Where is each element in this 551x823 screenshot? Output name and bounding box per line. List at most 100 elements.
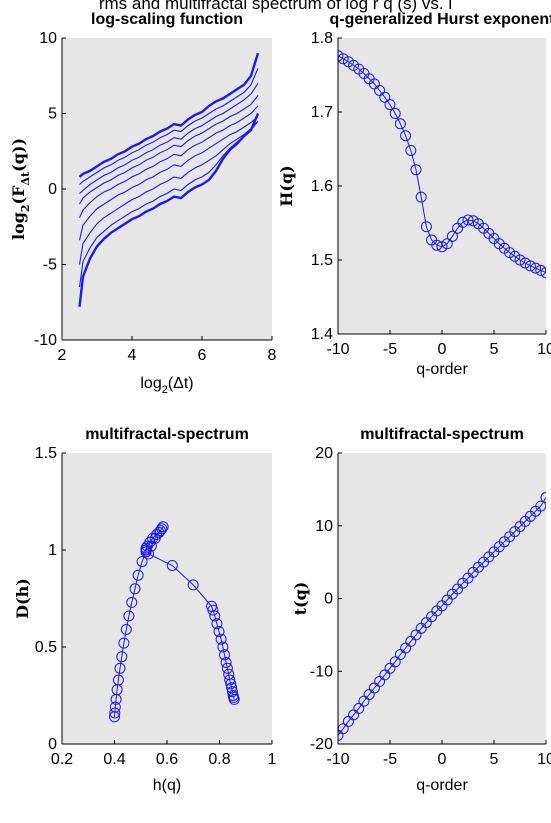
data-point	[112, 674, 124, 686]
data-point	[400, 130, 412, 142]
data-point	[213, 626, 225, 637]
data-point	[530, 262, 542, 274]
plot-area	[62, 453, 272, 744]
x-axis-label: q-order	[416, 361, 468, 378]
data-point	[156, 523, 168, 535]
series-line-7	[78, 120, 259, 265]
x-axis-label: log2(Δt)	[140, 375, 193, 396]
series-line-8	[78, 120, 259, 288]
x-axis-label: q-order	[416, 777, 468, 794]
data-point	[384, 99, 396, 111]
x-tick-label: 0	[438, 341, 447, 358]
data-point	[389, 108, 401, 119]
x-tick-label: 1	[268, 751, 277, 768]
data-point	[431, 239, 443, 251]
y-tick-label: 1.5	[35, 445, 57, 462]
data-point	[157, 521, 169, 533]
chart-hurst: -10 -5 0 5 10 1.4 1.5 1.6 1.7 1.8 q-generalized Hu…	[277, 11, 551, 378]
data-point	[114, 662, 126, 674]
data-point	[353, 702, 365, 714]
data-point	[405, 145, 417, 156]
data-point	[224, 674, 236, 686]
data-point	[143, 548, 155, 560]
x-tick-label: -5	[383, 341, 397, 358]
data-point	[147, 532, 159, 544]
data-point	[379, 91, 391, 103]
data-point	[519, 257, 531, 269]
data-point	[394, 118, 406, 130]
data-point	[118, 637, 130, 649]
chart-title: multifractal-spectrum	[85, 426, 249, 443]
x-tick-label: 0.4	[103, 751, 125, 768]
x-tick-label: 8	[268, 347, 277, 364]
data-point	[462, 214, 474, 226]
y-tick-label: 1.6	[311, 178, 333, 195]
series-line-9	[78, 113, 260, 307]
series-line-1	[78, 52, 260, 178]
data-point	[126, 596, 138, 608]
data-point	[132, 569, 144, 581]
data-point	[410, 164, 422, 176]
y-tick-label: 0	[48, 181, 57, 198]
x-label-subscript: 2	[162, 384, 168, 396]
y-tick-label: 0	[324, 591, 333, 608]
series-line-2	[79, 67, 259, 185]
data-point	[116, 651, 128, 663]
y-tick-label: 1.7	[311, 104, 333, 121]
y-tick-label: -5	[43, 257, 57, 274]
data-point	[209, 610, 221, 622]
y-tick-label: -10	[310, 663, 333, 680]
x-tick-label: 5	[490, 341, 499, 358]
x-tick-label: 10	[537, 751, 551, 768]
x-tick-label: 5	[490, 751, 499, 768]
x-label-part: (Δt)	[168, 375, 194, 392]
x-tick-label: 4	[128, 347, 137, 364]
data-point	[217, 641, 229, 653]
y-tick-label: 0	[48, 736, 57, 753]
series-line-5	[79, 105, 259, 218]
chart-tau: -10 -5 0 5 10-20-1001020multifractal-spectru…	[291, 426, 551, 794]
series-group	[338, 491, 546, 741]
data-point	[136, 556, 148, 568]
data-point	[436, 241, 448, 253]
data-point	[389, 656, 401, 668]
y-tick-label: 1.5	[311, 252, 333, 269]
chart-title: q-generalized Hurst exponent	[330, 11, 551, 28]
y-tick-label: 10	[315, 518, 333, 535]
data-point	[446, 230, 458, 242]
series-line-6	[78, 116, 259, 241]
data-point	[514, 254, 526, 266]
chart-title: log-scaling function	[91, 11, 243, 28]
y-label-part: (q))	[9, 138, 28, 172]
data-point	[535, 264, 546, 276]
data-point	[153, 527, 165, 538]
plot-area	[62, 38, 272, 340]
x-tick-label: -10	[326, 751, 349, 768]
y-tick-label: 5	[48, 106, 57, 123]
data-point	[228, 693, 240, 705]
data-point	[166, 560, 178, 571]
series-group	[109, 521, 240, 723]
data-point	[415, 191, 427, 203]
data-point	[211, 618, 223, 630]
y-axis-label: H(q)	[277, 165, 296, 206]
x-tick-label: -5	[383, 751, 397, 768]
data-point	[215, 633, 227, 645]
data-point	[524, 260, 536, 272]
data-point	[109, 707, 121, 719]
data-point	[207, 604, 219, 616]
data-point	[225, 678, 237, 690]
chart-title: multifractal-spectrum	[360, 426, 524, 443]
y-axis-label: D(h)	[13, 578, 32, 619]
figure-heading: rms and multifractal spectrum of log r q…	[98, 0, 453, 13]
y-axis-label: log2(FΔt(q))	[9, 138, 32, 240]
data-point	[221, 662, 233, 674]
data-point	[467, 215, 479, 227]
data-point	[226, 686, 238, 698]
data-point	[540, 267, 546, 279]
x-label-part: log	[140, 375, 161, 392]
y-tick-label: 1	[48, 542, 57, 559]
data-point	[338, 729, 344, 741]
y-label-subscript: Δt	[19, 171, 32, 186]
